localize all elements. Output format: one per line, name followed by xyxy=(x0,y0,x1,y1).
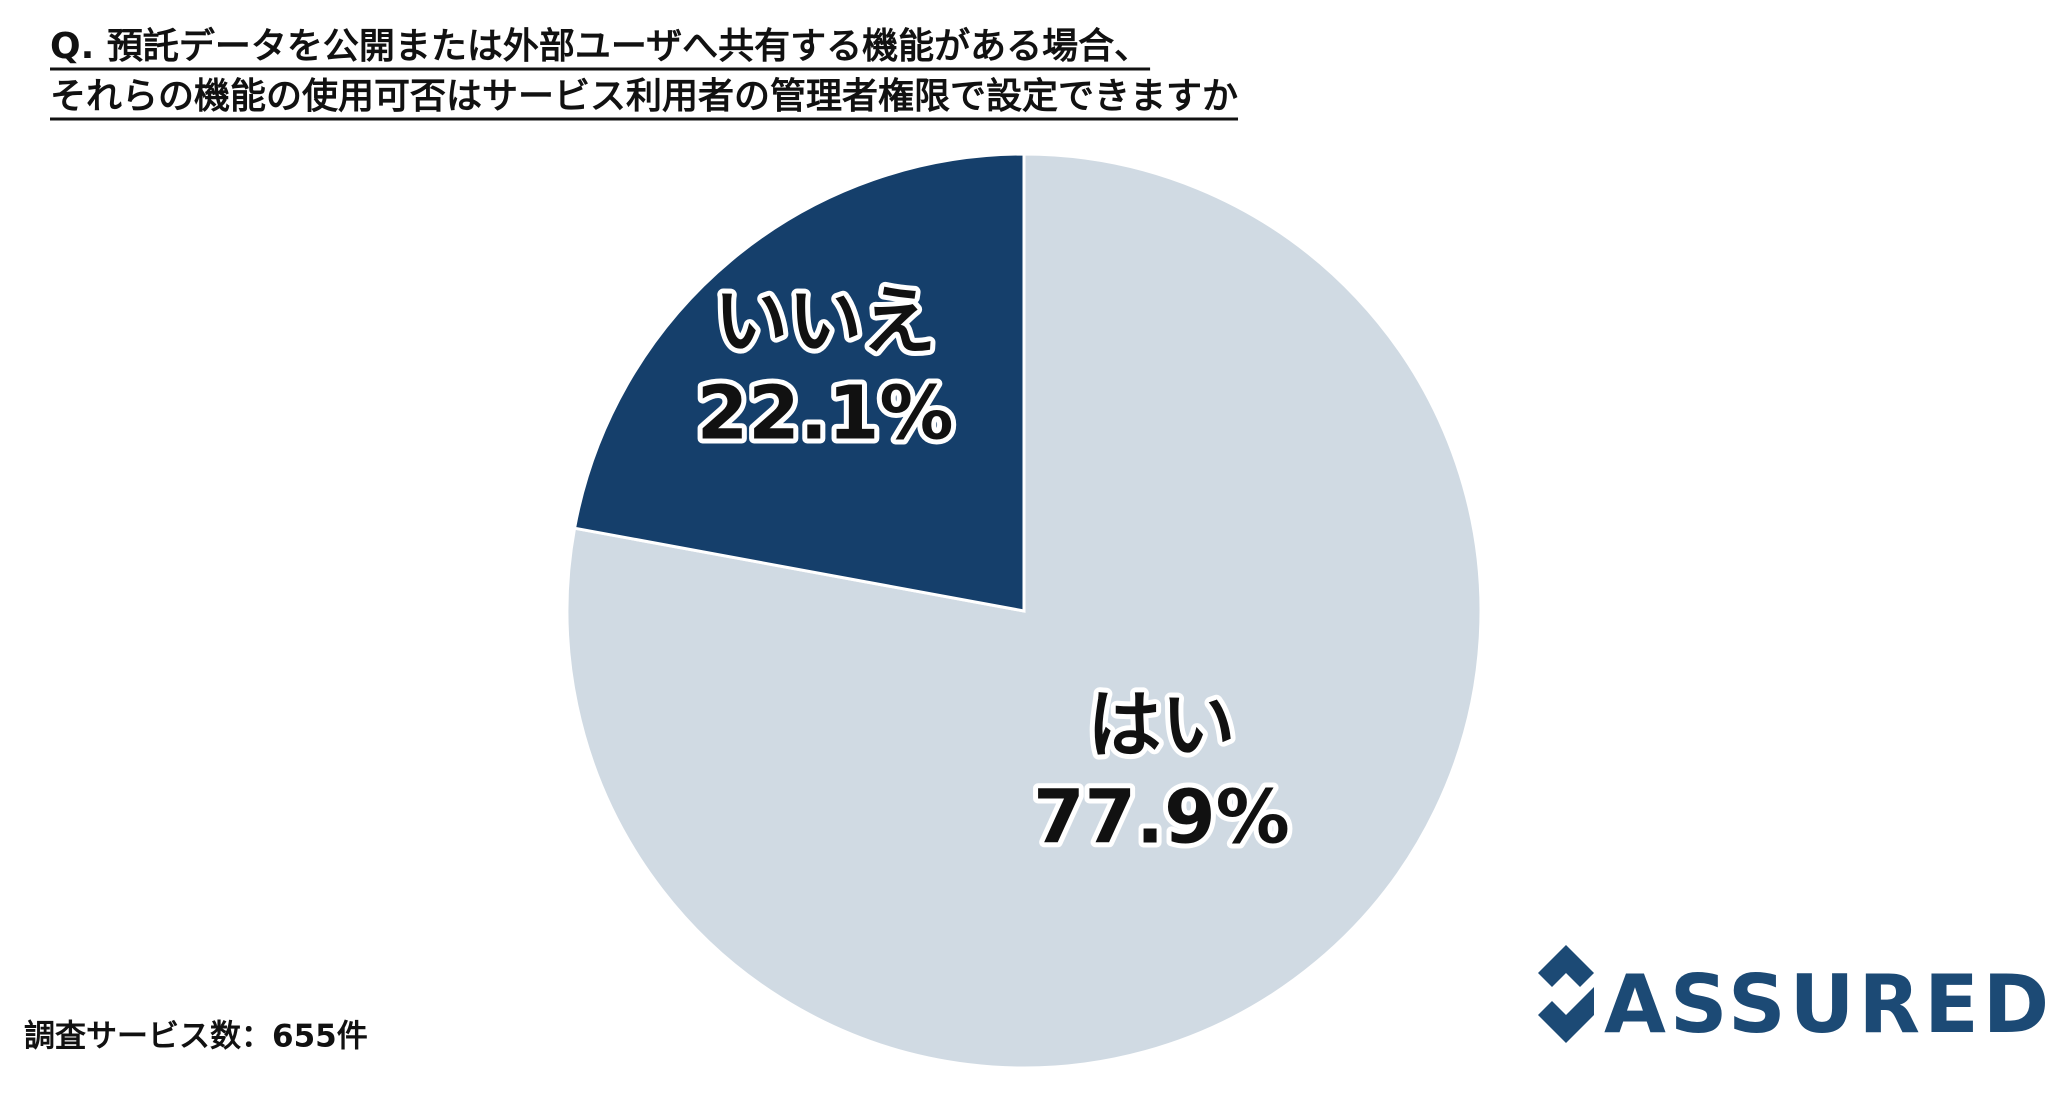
slice-label: いいえ xyxy=(714,279,936,365)
footnote: 調査サービス数：655件 xyxy=(24,1019,368,1055)
logo-text: ASSURED xyxy=(1604,958,2048,1051)
chart-title: それらの機能の使用可否はサービス利用者の管理者権限で設定できますか xyxy=(50,76,1238,117)
slice-label: はい xyxy=(1087,683,1235,769)
pie xyxy=(565,152,1483,1070)
pie-slice xyxy=(572,152,1026,613)
value-label: 22.1% xyxy=(697,371,954,457)
chart-title: Q. 預託データを公開または外部ユーザへ共有する機能がある場合、 xyxy=(50,25,1150,67)
value-label: 77.9% xyxy=(1033,775,1290,861)
logo-icon xyxy=(1538,945,1594,1043)
